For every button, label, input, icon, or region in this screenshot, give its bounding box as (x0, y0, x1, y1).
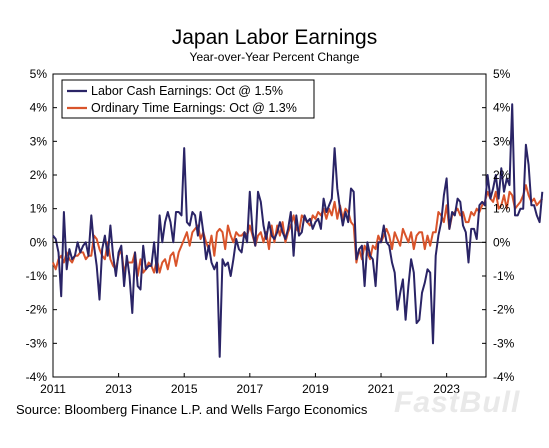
y-tick-label-left: 4% (30, 101, 48, 115)
y-tick-label-right: 1% (493, 202, 511, 216)
y-tick-label-right: 4% (493, 101, 511, 115)
x-tick-label: 2011 (40, 382, 66, 396)
y-tick-label-right: 3% (493, 134, 511, 148)
y-tick-label-right: -3% (493, 336, 515, 350)
legend-label-labor-cash: Labor Cash Earnings: Oct @ 1.5% (91, 84, 283, 98)
y-tick-label-left: -4% (26, 370, 48, 384)
chart-subtitle: Year-over-Year Percent Change (189, 50, 360, 64)
plot-frame (52, 73, 487, 378)
x-tick-label: 2017 (236, 382, 263, 396)
x-tick-label: 2019 (302, 382, 329, 396)
y-tick-label-right: 2% (493, 168, 511, 182)
y-tick-label-left: -2% (26, 303, 48, 317)
line-chart: 5% 4% 3% 2% 1% 0% -1% -2% -3% -4% 5% 4% 3% 2% 1% 0% -1%… (26, 67, 544, 396)
x-tick-label: 2013 (105, 382, 132, 396)
y-tick-label-left: 0% (30, 235, 48, 249)
y-tick-label-right: -2% (493, 303, 515, 317)
x-tick-label: 2021 (368, 382, 395, 396)
y-tick-label-left: -1% (26, 269, 48, 283)
y-tick-label-left: 5% (30, 67, 48, 81)
source-note: Source: Bloomberg Finance L.P. and Wells… (16, 402, 368, 417)
y-tick-label-right: 0% (493, 235, 511, 249)
legend-label-ordinary-time: Ordinary Time Earnings: Oct @ 1.3% (91, 101, 297, 115)
y-tick-label-left: -3% (26, 336, 48, 350)
y-tick-label-right: -4% (493, 370, 515, 384)
y-tick-label-left: 2% (30, 168, 48, 182)
x-tick-label: 2015 (171, 382, 198, 396)
watermark-logo: FastBull (394, 386, 520, 420)
y-tick-label-right: 5% (493, 67, 511, 81)
series-line-labor-cash-earnings (52, 103, 544, 358)
y-tick-label-right: -1% (493, 269, 515, 283)
y-tick-label-left: 1% (30, 202, 48, 216)
legend-box (61, 79, 315, 119)
x-tick-label: 2023 (433, 382, 460, 396)
y-tick-label-left: 3% (30, 134, 48, 148)
watermark-text: FastBull (394, 386, 521, 419)
chart-title: Japan Labor Earnings (171, 26, 378, 49)
